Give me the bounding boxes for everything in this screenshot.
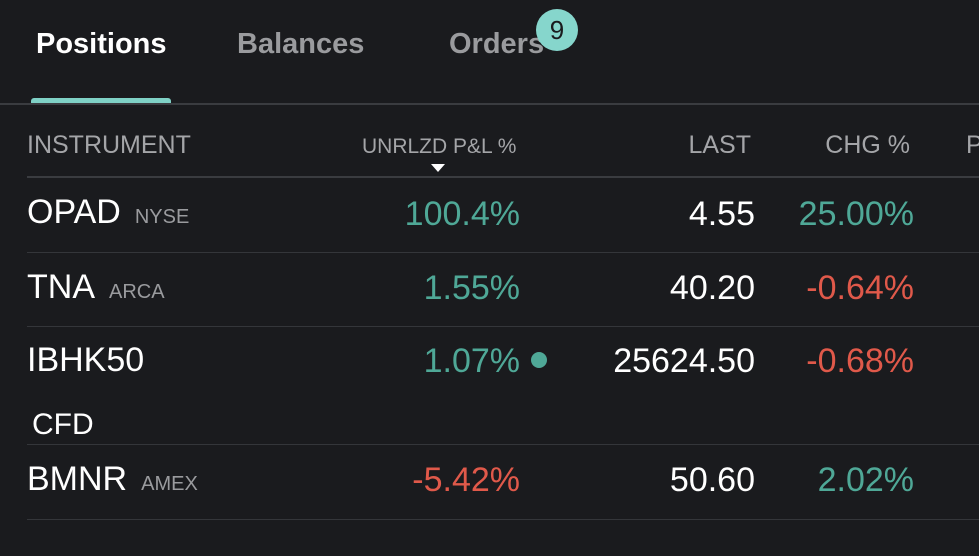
last-price-value: 40.20 <box>669 269 755 307</box>
instrument-type-label: CFD <box>32 408 94 441</box>
unrealized-pnl-value: 1.07% <box>423 342 520 380</box>
symbol-text: TNA <box>27 268 95 306</box>
tab-positions[interactable]: Positions <box>36 28 167 60</box>
exchange-label: ARCA <box>109 281 165 303</box>
market-open-dot-icon <box>531 352 547 368</box>
last-price-value: 50.60 <box>669 461 755 499</box>
column-header-change-percent[interactable]: CHG % <box>825 131 910 159</box>
header-divider <box>27 176 979 178</box>
change-percent-value: 25.00% <box>798 195 914 233</box>
last-price-value: 4.55 <box>688 195 755 233</box>
instrument-symbol: OPAD NYSE <box>27 193 189 232</box>
table-row[interactable]: OPAD NYSE 100.4% 4.55 25.00% <box>0 178 979 253</box>
orders-count-badge: 9 <box>536 9 578 51</box>
exchange-label: NYSE <box>134 206 190 228</box>
tab-balances[interactable]: Balances <box>237 28 365 60</box>
column-header-last[interactable]: LAST <box>688 131 751 159</box>
row-divider <box>27 519 979 520</box>
table-row[interactable]: TNA ARCA 1.55% 40.20 -0.64% <box>0 253 979 327</box>
column-header-unrealized-pnl[interactable]: UNRLZD P&L % <box>362 135 517 158</box>
change-percent-value: -0.68% <box>806 342 914 380</box>
unrealized-pnl-value: -5.42% <box>412 461 520 499</box>
column-header-partial[interactable]: P <box>966 131 979 159</box>
row-divider <box>27 444 979 445</box>
instrument-symbol: IBHK50 <box>27 341 145 379</box>
unrealized-pnl-value: 100.4% <box>404 195 520 233</box>
change-percent-value: -0.64% <box>806 269 914 307</box>
last-price-value: 25624.50 <box>613 342 755 380</box>
table-row[interactable]: IBHK50 1.07% 25624.50 -0.68% CFD <box>0 327 979 445</box>
row-divider <box>27 326 979 327</box>
tab-bar: Positions Balances Orders 9 <box>0 0 979 105</box>
sort-descending-icon <box>431 164 445 172</box>
active-tab-indicator <box>31 98 171 103</box>
instrument-symbol: BMNR AMEX <box>27 460 198 499</box>
change-percent-value: 2.02% <box>817 461 914 499</box>
tab-orders[interactable]: Orders <box>449 28 545 60</box>
exchange-label: AMEX <box>141 473 198 495</box>
symbol-text: BMNR <box>27 460 128 498</box>
column-header-instrument[interactable]: INSTRUMENT <box>27 131 191 159</box>
symbol-text: OPAD <box>27 193 121 231</box>
unrealized-pnl-value: 1.55% <box>423 269 520 307</box>
row-divider <box>27 252 979 253</box>
instrument-symbol: TNA ARCA <box>27 268 165 307</box>
table-row[interactable]: BMNR AMEX -5.42% 50.60 2.02% <box>0 445 979 520</box>
